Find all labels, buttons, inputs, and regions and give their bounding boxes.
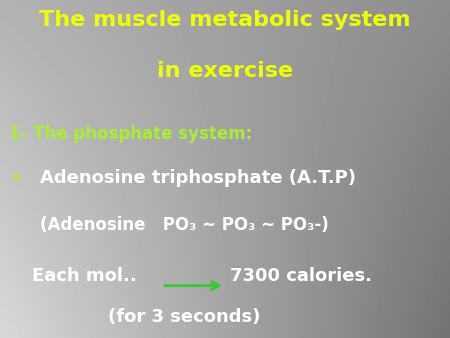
- Text: 7300 calories.: 7300 calories.: [230, 267, 372, 285]
- Text: Adenosine triphosphate (A.T.P): Adenosine triphosphate (A.T.P): [40, 169, 356, 187]
- Text: ▸: ▸: [14, 169, 21, 184]
- Text: (Adenosine   PO₃ ~ PO₃ ~ PO₃-): (Adenosine PO₃ ~ PO₃ ~ PO₃-): [40, 216, 329, 234]
- Text: (for 3 seconds): (for 3 seconds): [108, 308, 261, 325]
- Text: 1- The phosphate system:: 1- The phosphate system:: [9, 125, 252, 143]
- Text: in exercise: in exercise: [157, 61, 293, 81]
- Text: The muscle metabolic system: The muscle metabolic system: [39, 10, 411, 30]
- Text: Each mol..: Each mol..: [32, 267, 143, 285]
